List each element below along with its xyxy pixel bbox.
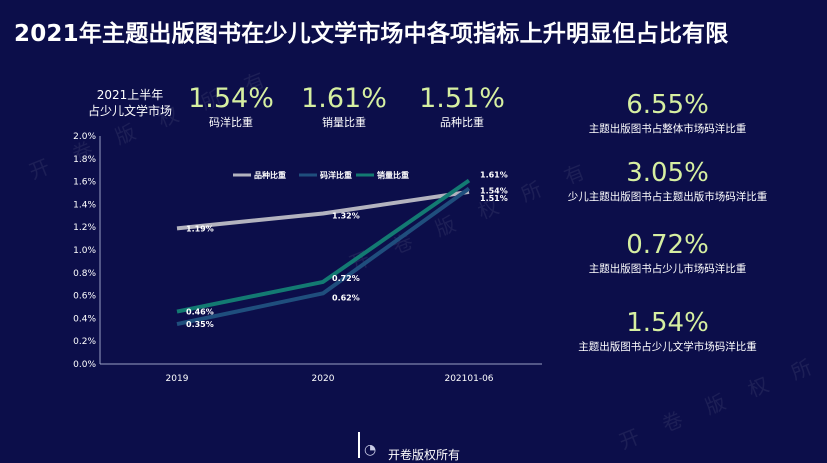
market-label: 2021上半年 占少儿文学市场: [70, 87, 190, 119]
legend-label: 品种比重: [254, 170, 286, 180]
data-label: 1.32%: [332, 212, 360, 221]
right-stat-label: 少儿主题出版图书占主题出版市场码洋比重: [567, 191, 768, 203]
stat-value: 1.51%: [419, 83, 505, 114]
stat-value: 1.61%: [301, 83, 387, 114]
legend-label: 码洋比重: [320, 170, 352, 180]
stat-label: 码洋比重: [209, 116, 253, 129]
data-label: 1.51%: [480, 194, 508, 203]
series-line: [176, 186, 471, 327]
y-tick-label: 0.2%: [73, 337, 96, 347]
stat-maying: 1.54% 码洋比重: [185, 84, 277, 130]
x-tick-label: 2020: [312, 374, 335, 384]
series-line: [176, 189, 470, 231]
stat-pinzhong: 1.51% 品种比重: [416, 84, 508, 130]
x-tick-label: 202101-06: [444, 374, 493, 384]
stat-value: 1.54%: [188, 83, 274, 114]
series-line: [176, 178, 471, 314]
right-stat-value: 6.55%: [626, 90, 709, 120]
data-label: 0.46%: [186, 308, 214, 317]
right-stat-value: 3.05%: [626, 158, 709, 188]
y-tick-label: 1.2%: [73, 223, 96, 233]
right-stat-1: 6.55% 主题出版图书占整体市场码洋比重: [545, 90, 790, 136]
right-stat-3: 0.72% 主题出版图书占少儿市场码洋比重: [545, 230, 790, 276]
right-stat-value: 0.72%: [626, 230, 709, 260]
right-stat-2: 3.05% 少儿主题出版图书占主题出版市场码洋比重: [545, 158, 790, 204]
y-tick-label: 0.6%: [73, 292, 96, 302]
x-tick-label: 2019: [166, 374, 189, 384]
data-label: 1.54%: [480, 186, 508, 195]
data-label: 1.61%: [480, 170, 508, 179]
y-tick-label: 1.8%: [73, 155, 96, 165]
data-label: 0.72%: [332, 274, 360, 283]
right-stat-value: 1.54%: [626, 308, 709, 338]
right-stat-label: 主题出版图书占少儿市场码洋比重: [588, 263, 747, 275]
page-title: 2021年主题出版图书在少儿文学市场中各项指标上升明显但占比有限: [14, 21, 729, 47]
data-label: 1.19%: [186, 224, 214, 233]
data-label: 0.35%: [186, 320, 214, 329]
y-tick-label: 1.6%: [73, 178, 96, 188]
publisher-logo-icon: ◔: [364, 442, 377, 458]
market-label-line2: 占少儿文学市场: [87, 104, 172, 118]
y-tick-label: 0.4%: [73, 314, 96, 324]
stat-label: 品种比重: [440, 116, 484, 129]
y-tick-label: 1.0%: [73, 246, 96, 256]
y-tick-label: 0.8%: [73, 269, 96, 279]
stat-label: 销量比重: [322, 116, 366, 129]
market-label-line1: 2021上半年: [96, 88, 164, 102]
y-tick-label: 0.0%: [73, 360, 96, 370]
right-stat-label: 主题出版图书占整体市场码洋比重: [588, 123, 747, 135]
right-stat-label: 主题出版图书占少儿文学市场码洋比重: [578, 341, 757, 353]
legend-label: 销量比重: [377, 170, 409, 180]
y-tick-label: 2.0%: [73, 132, 96, 142]
footer-divider: [358, 432, 360, 458]
data-label: 0.62%: [332, 293, 360, 302]
stat-xiaoliang: 1.61% 销量比重: [298, 84, 390, 130]
y-tick-label: 1.4%: [73, 200, 96, 210]
footer-copyright: 开卷版权所有: [388, 448, 461, 462]
right-stat-4: 1.54% 主题出版图书占少儿文学市场码洋比重: [545, 308, 790, 354]
